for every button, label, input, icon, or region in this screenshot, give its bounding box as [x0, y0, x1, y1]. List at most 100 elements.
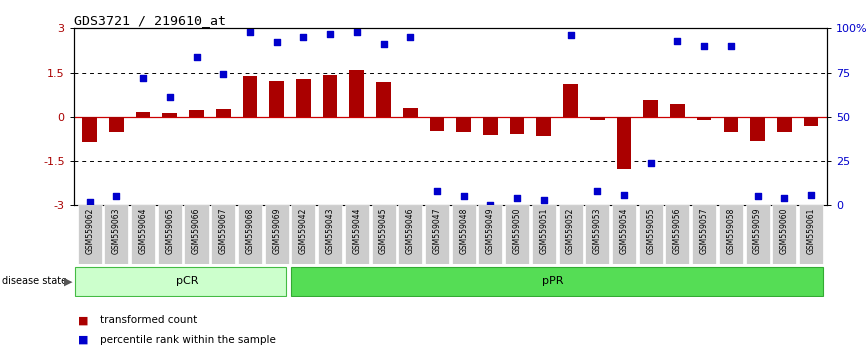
Bar — [350, 70, 365, 117]
Text: percentile rank within the sample: percentile rank within the sample — [100, 335, 275, 345]
Point — [804, 192, 818, 198]
Text: ▶: ▶ — [64, 276, 73, 286]
Text: GSM559065: GSM559065 — [165, 208, 174, 254]
Bar — [483, 117, 498, 135]
FancyBboxPatch shape — [238, 205, 262, 264]
FancyBboxPatch shape — [291, 267, 823, 296]
Bar — [643, 100, 658, 117]
Bar — [590, 117, 604, 120]
Text: GSM559056: GSM559056 — [673, 208, 682, 254]
Bar — [163, 113, 178, 117]
Bar — [216, 109, 230, 117]
Bar — [376, 82, 391, 117]
Bar — [269, 81, 284, 117]
Bar — [670, 104, 685, 117]
Bar — [536, 117, 551, 136]
FancyBboxPatch shape — [559, 205, 583, 264]
FancyBboxPatch shape — [638, 205, 662, 264]
Text: GSM559057: GSM559057 — [700, 208, 708, 254]
Text: GSM559060: GSM559060 — [779, 208, 789, 254]
Text: pCR: pCR — [176, 276, 198, 286]
FancyBboxPatch shape — [505, 205, 529, 264]
FancyBboxPatch shape — [345, 205, 369, 264]
Point — [296, 34, 310, 40]
Text: GSM559047: GSM559047 — [432, 208, 442, 254]
Text: GSM559051: GSM559051 — [540, 208, 548, 254]
FancyBboxPatch shape — [612, 205, 636, 264]
Bar — [750, 117, 765, 141]
Text: GSM559059: GSM559059 — [753, 208, 762, 254]
Point — [109, 194, 123, 199]
Bar — [296, 79, 311, 117]
Point — [591, 188, 604, 194]
Bar — [109, 117, 124, 132]
Point — [617, 192, 631, 198]
FancyBboxPatch shape — [131, 205, 155, 264]
Point — [136, 75, 150, 81]
Text: GSM559069: GSM559069 — [272, 208, 281, 254]
Bar — [323, 75, 338, 117]
Point — [564, 33, 578, 38]
Text: GSM559061: GSM559061 — [806, 208, 816, 254]
Text: GSM559063: GSM559063 — [112, 208, 121, 254]
Point — [724, 43, 738, 49]
FancyBboxPatch shape — [772, 205, 797, 264]
Text: GSM559058: GSM559058 — [727, 208, 735, 254]
FancyBboxPatch shape — [799, 205, 823, 264]
Point — [456, 194, 470, 199]
Text: GSM559055: GSM559055 — [646, 208, 656, 254]
FancyBboxPatch shape — [585, 205, 610, 264]
FancyBboxPatch shape — [318, 205, 342, 264]
Bar — [563, 84, 578, 117]
Text: ■: ■ — [78, 315, 88, 325]
Point — [323, 31, 337, 36]
Text: disease state: disease state — [2, 276, 67, 286]
Point — [83, 199, 97, 205]
Text: GSM559067: GSM559067 — [219, 208, 228, 254]
FancyBboxPatch shape — [291, 205, 315, 264]
Text: GSM559043: GSM559043 — [326, 208, 334, 254]
Bar — [456, 117, 471, 132]
Text: GSM559068: GSM559068 — [245, 208, 255, 254]
FancyBboxPatch shape — [478, 205, 502, 264]
FancyBboxPatch shape — [746, 205, 770, 264]
Point — [350, 29, 364, 35]
Text: GSM559050: GSM559050 — [513, 208, 521, 254]
Point — [404, 34, 417, 40]
FancyBboxPatch shape — [665, 205, 689, 264]
Point — [510, 195, 524, 201]
Bar — [242, 76, 257, 117]
Text: GSM559042: GSM559042 — [299, 208, 308, 254]
Point — [483, 202, 497, 208]
Point — [216, 72, 230, 77]
Text: GSM559062: GSM559062 — [85, 208, 94, 254]
FancyBboxPatch shape — [425, 205, 449, 264]
FancyBboxPatch shape — [158, 205, 182, 264]
FancyBboxPatch shape — [692, 205, 716, 264]
Point — [751, 194, 765, 199]
Bar — [617, 117, 631, 169]
Point — [537, 197, 551, 203]
Text: GSM559052: GSM559052 — [566, 208, 575, 254]
Text: GSM559048: GSM559048 — [459, 208, 469, 254]
Bar — [510, 117, 525, 134]
Point — [643, 160, 657, 166]
Bar — [804, 117, 818, 126]
Text: pPR: pPR — [542, 276, 564, 286]
Text: GSM559053: GSM559053 — [592, 208, 602, 254]
Text: GSM559045: GSM559045 — [379, 208, 388, 254]
Bar — [723, 117, 738, 132]
Point — [190, 54, 204, 59]
Bar — [777, 117, 792, 132]
Point — [430, 188, 444, 194]
Bar — [697, 117, 712, 120]
Point — [670, 38, 684, 44]
FancyBboxPatch shape — [211, 205, 236, 264]
FancyBboxPatch shape — [452, 205, 475, 264]
Point — [697, 43, 711, 49]
Text: GSM559049: GSM559049 — [486, 208, 494, 254]
FancyBboxPatch shape — [719, 205, 743, 264]
FancyBboxPatch shape — [265, 205, 288, 264]
Text: GSM559044: GSM559044 — [352, 208, 361, 254]
Bar — [82, 117, 97, 142]
